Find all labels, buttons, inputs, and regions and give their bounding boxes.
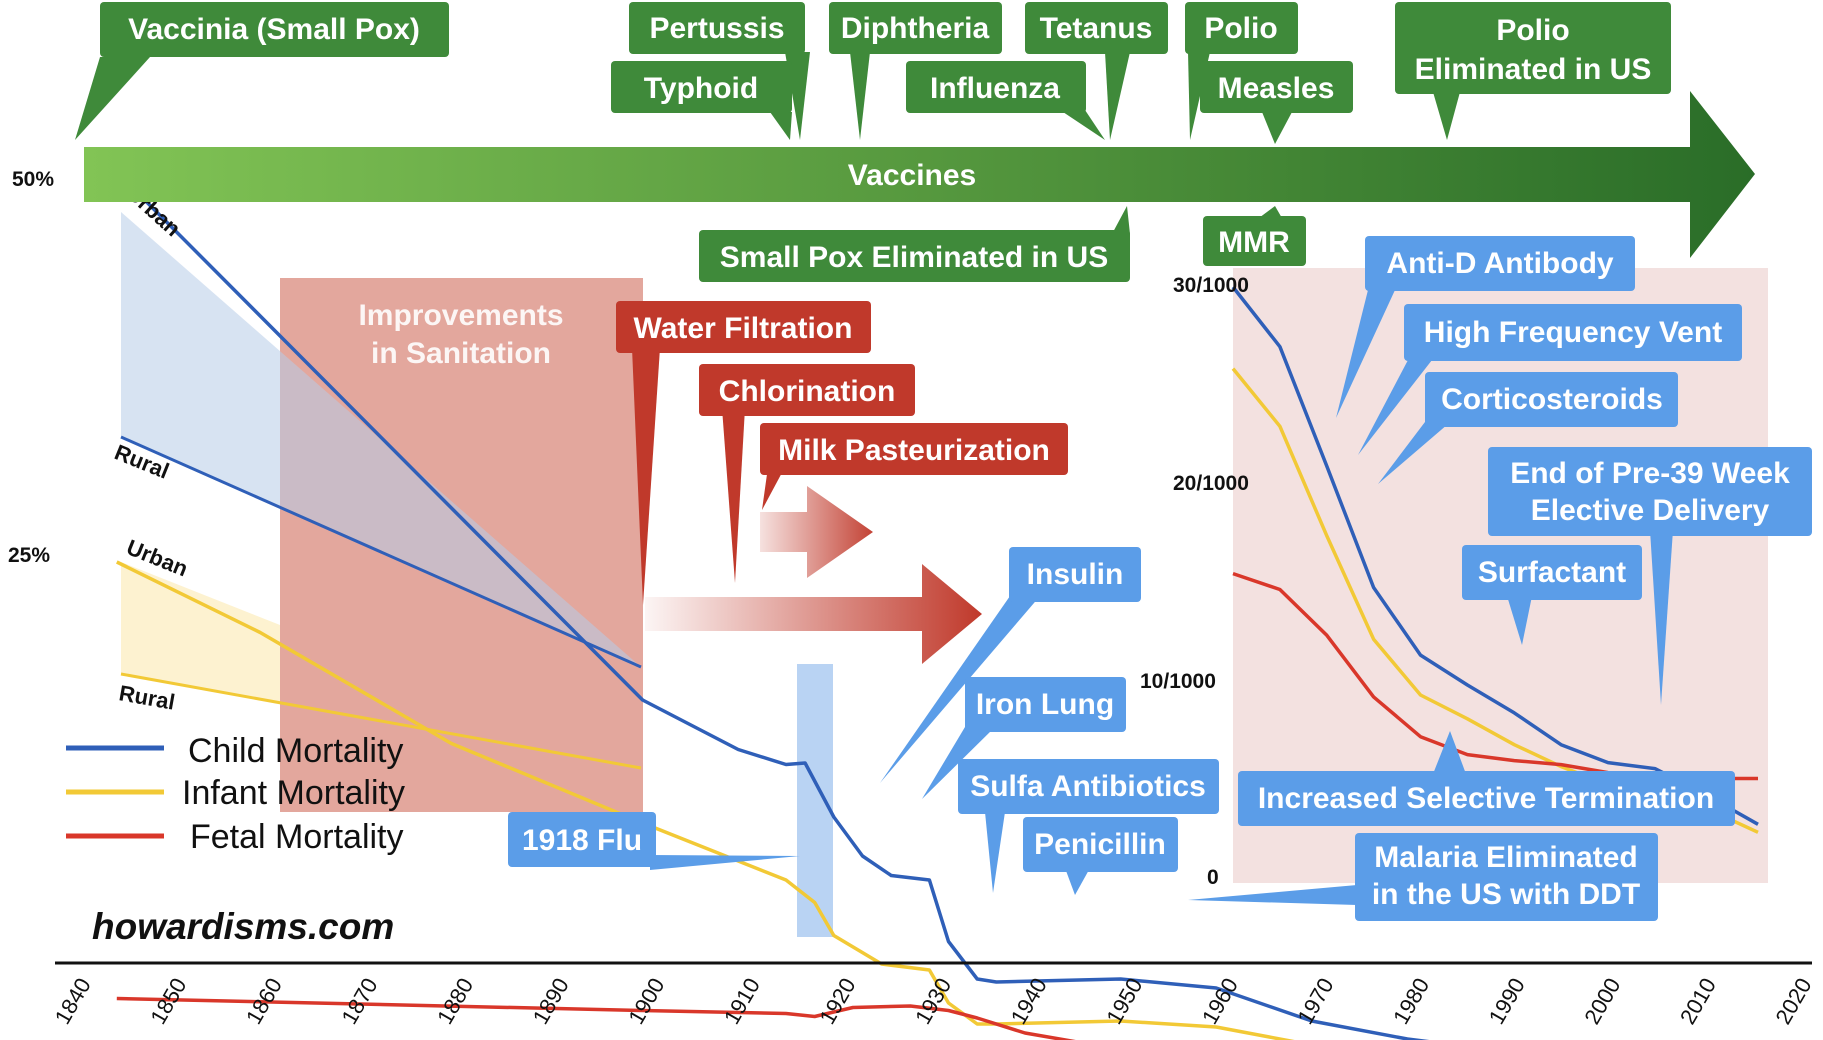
svg-text:in the US with DDT: in the US with DDT bbox=[1372, 878, 1640, 911]
svg-text:Chlorination: Chlorination bbox=[719, 375, 896, 408]
svg-text:MMR: MMR bbox=[1218, 226, 1290, 259]
callout-polio-eliminated: Polio Eliminated in US bbox=[1395, 2, 1671, 140]
y-label-25: 25% bbox=[8, 544, 50, 567]
svg-text:Typhoid: Typhoid bbox=[644, 72, 758, 105]
infant-rural-label: Rural bbox=[117, 680, 177, 714]
svg-text:Sulfa Antibiotics: Sulfa Antibiotics bbox=[970, 770, 1206, 803]
x-tick-label: 1960 bbox=[1197, 974, 1243, 1029]
inset-label-0: 0 bbox=[1207, 866, 1219, 889]
svg-text:Increased Selective Terminatio: Increased Selective Termination bbox=[1258, 782, 1714, 815]
legend-infant-label: Infant Mortality bbox=[182, 774, 405, 812]
svg-text:High Frequency Vent: High Frequency Vent bbox=[1424, 316, 1722, 349]
svg-text:End of Pre-39 Week: End of Pre-39 Week bbox=[1510, 457, 1790, 490]
inset-label-20: 20/1000 bbox=[1173, 472, 1249, 495]
svg-text:Malaria Eliminated: Malaria Eliminated bbox=[1374, 841, 1637, 874]
svg-text:Polio: Polio bbox=[1204, 12, 1277, 45]
callout-measles: Measles bbox=[1200, 61, 1353, 144]
x-tick-label: 2010 bbox=[1675, 974, 1721, 1029]
x-tick-label: 1900 bbox=[623, 974, 669, 1029]
svg-text:Milk Pasteurization: Milk Pasteurization bbox=[778, 434, 1050, 467]
svg-text:Water Filtration: Water Filtration bbox=[634, 312, 853, 345]
inset-label-30: 30/1000 bbox=[1173, 274, 1249, 297]
callout-selective-termination: Increased Selective Termination bbox=[1238, 731, 1735, 826]
inset-label-10: 10/1000 bbox=[1140, 670, 1216, 693]
x-tick-label: 2020 bbox=[1770, 974, 1816, 1029]
svg-text:Penicillin: Penicillin bbox=[1034, 828, 1166, 861]
flu-band bbox=[797, 664, 833, 937]
callout-tetanus: Tetanus bbox=[1025, 2, 1168, 140]
callout-hfv: High Frequency Vent bbox=[1358, 304, 1742, 455]
sanitation-label-2: in Sanitation bbox=[371, 337, 551, 370]
svg-text:Insulin: Insulin bbox=[1027, 558, 1124, 591]
x-tick-label: 1980 bbox=[1388, 974, 1434, 1029]
x-tick-label: 1920 bbox=[814, 974, 860, 1029]
child-rural-line bbox=[120, 435, 642, 669]
callout-mmr: MMR bbox=[1203, 206, 1306, 266]
x-tick-label: 1890 bbox=[528, 974, 574, 1029]
series-group bbox=[115, 170, 1430, 1040]
svg-text:Vaccinia (Small Pox): Vaccinia (Small Pox) bbox=[128, 13, 420, 46]
infant-range-fill bbox=[121, 562, 280, 703]
legend-fetal-label: Fetal Mortality bbox=[190, 818, 404, 856]
callout-typhoid: Typhoid bbox=[611, 61, 792, 140]
sanitation-arrow-short bbox=[760, 486, 873, 578]
callout-anti-d: Anti-D Antibody bbox=[1336, 236, 1635, 418]
x-tick-label: 1840 bbox=[50, 974, 96, 1029]
callout-insulin: Insulin bbox=[880, 547, 1141, 783]
svg-text:Eliminated in US: Eliminated in US bbox=[1415, 53, 1652, 86]
svg-text:Diphtheria: Diphtheria bbox=[841, 12, 990, 45]
svg-text:Iron Lung: Iron Lung bbox=[976, 688, 1114, 721]
callout-malaria: Malaria Eliminated in the US with DDT bbox=[1188, 833, 1658, 921]
svg-text:Corticosteroids: Corticosteroids bbox=[1441, 383, 1663, 416]
x-tick-label: 1910 bbox=[719, 974, 765, 1029]
callout-diphtheria: Diphtheria bbox=[829, 2, 1002, 140]
x-tick-label: 1990 bbox=[1484, 974, 1530, 1029]
callout-pertussis: Pertussis bbox=[629, 2, 810, 140]
x-tick-labels: 1840 1850 1860 1870 1880 1890 1900 1910 1920 1930… bbox=[50, 974, 1817, 1029]
x-tick-label: 1970 bbox=[1292, 974, 1338, 1029]
sanitation-label-1: Improvements bbox=[358, 299, 563, 332]
x-tick-label: 2000 bbox=[1579, 974, 1625, 1029]
svg-text:Anti-D Antibody: Anti-D Antibody bbox=[1386, 247, 1613, 280]
callout-water-filtration: Water Filtration bbox=[616, 301, 871, 605]
svg-text:Measles: Measles bbox=[1218, 72, 1335, 105]
x-tick-label: 1880 bbox=[432, 974, 478, 1029]
vaccines-arrow bbox=[84, 91, 1755, 258]
svg-text:Small Pox Eliminated in US: Small Pox Eliminated in US bbox=[720, 241, 1108, 274]
y-label-50: 50% bbox=[12, 168, 54, 191]
vaccines-label: Vaccines bbox=[848, 159, 976, 192]
svg-text:Tetanus: Tetanus bbox=[1040, 12, 1153, 45]
callout-corticosteroids: Corticosteroids bbox=[1378, 372, 1678, 484]
callout-smallpox-eliminated: Small Pox Eliminated in US bbox=[699, 206, 1130, 282]
callout-vaccinia: Vaccinia (Small Pox) bbox=[75, 2, 449, 140]
svg-text:1918 Flu: 1918 Flu bbox=[522, 824, 642, 857]
svg-text:Surfactant: Surfactant bbox=[1478, 556, 1626, 589]
svg-text:Elective Delivery: Elective Delivery bbox=[1531, 494, 1770, 527]
svg-text:Influenza: Influenza bbox=[930, 72, 1060, 105]
callout-penicillin: Penicillin bbox=[1023, 817, 1178, 895]
callout-sulfa: Sulfa Antibiotics bbox=[958, 759, 1219, 893]
svg-text:Polio: Polio bbox=[1496, 14, 1569, 47]
callout-influenza: Influenza bbox=[906, 61, 1105, 140]
child-mortality-line bbox=[115, 170, 1430, 1040]
sanitation-arrow-long bbox=[645, 564, 982, 664]
fetal-mortality-line bbox=[116, 996, 1076, 1040]
watermark: howardisms.com bbox=[92, 906, 394, 947]
callout-polio: Polio bbox=[1185, 2, 1298, 140]
callout-surfactant: Surfactant bbox=[1462, 545, 1642, 645]
callout-pre39: End of Pre-39 Week Elective Delivery bbox=[1488, 447, 1812, 705]
x-tick-label: 1870 bbox=[336, 974, 382, 1029]
legend-child-label: Child Mortality bbox=[188, 732, 403, 770]
legend: Child Mortality Infant Mortality Fetal M… bbox=[66, 732, 405, 856]
callout-chlorination: Chlorination bbox=[699, 364, 915, 583]
svg-text:Pertussis: Pertussis bbox=[649, 12, 784, 45]
callout-milk-pasteurization: Milk Pasteurization bbox=[760, 423, 1068, 510]
callout-1918-flu: 1918 Flu bbox=[508, 812, 800, 870]
infant-rural-line bbox=[120, 672, 642, 770]
